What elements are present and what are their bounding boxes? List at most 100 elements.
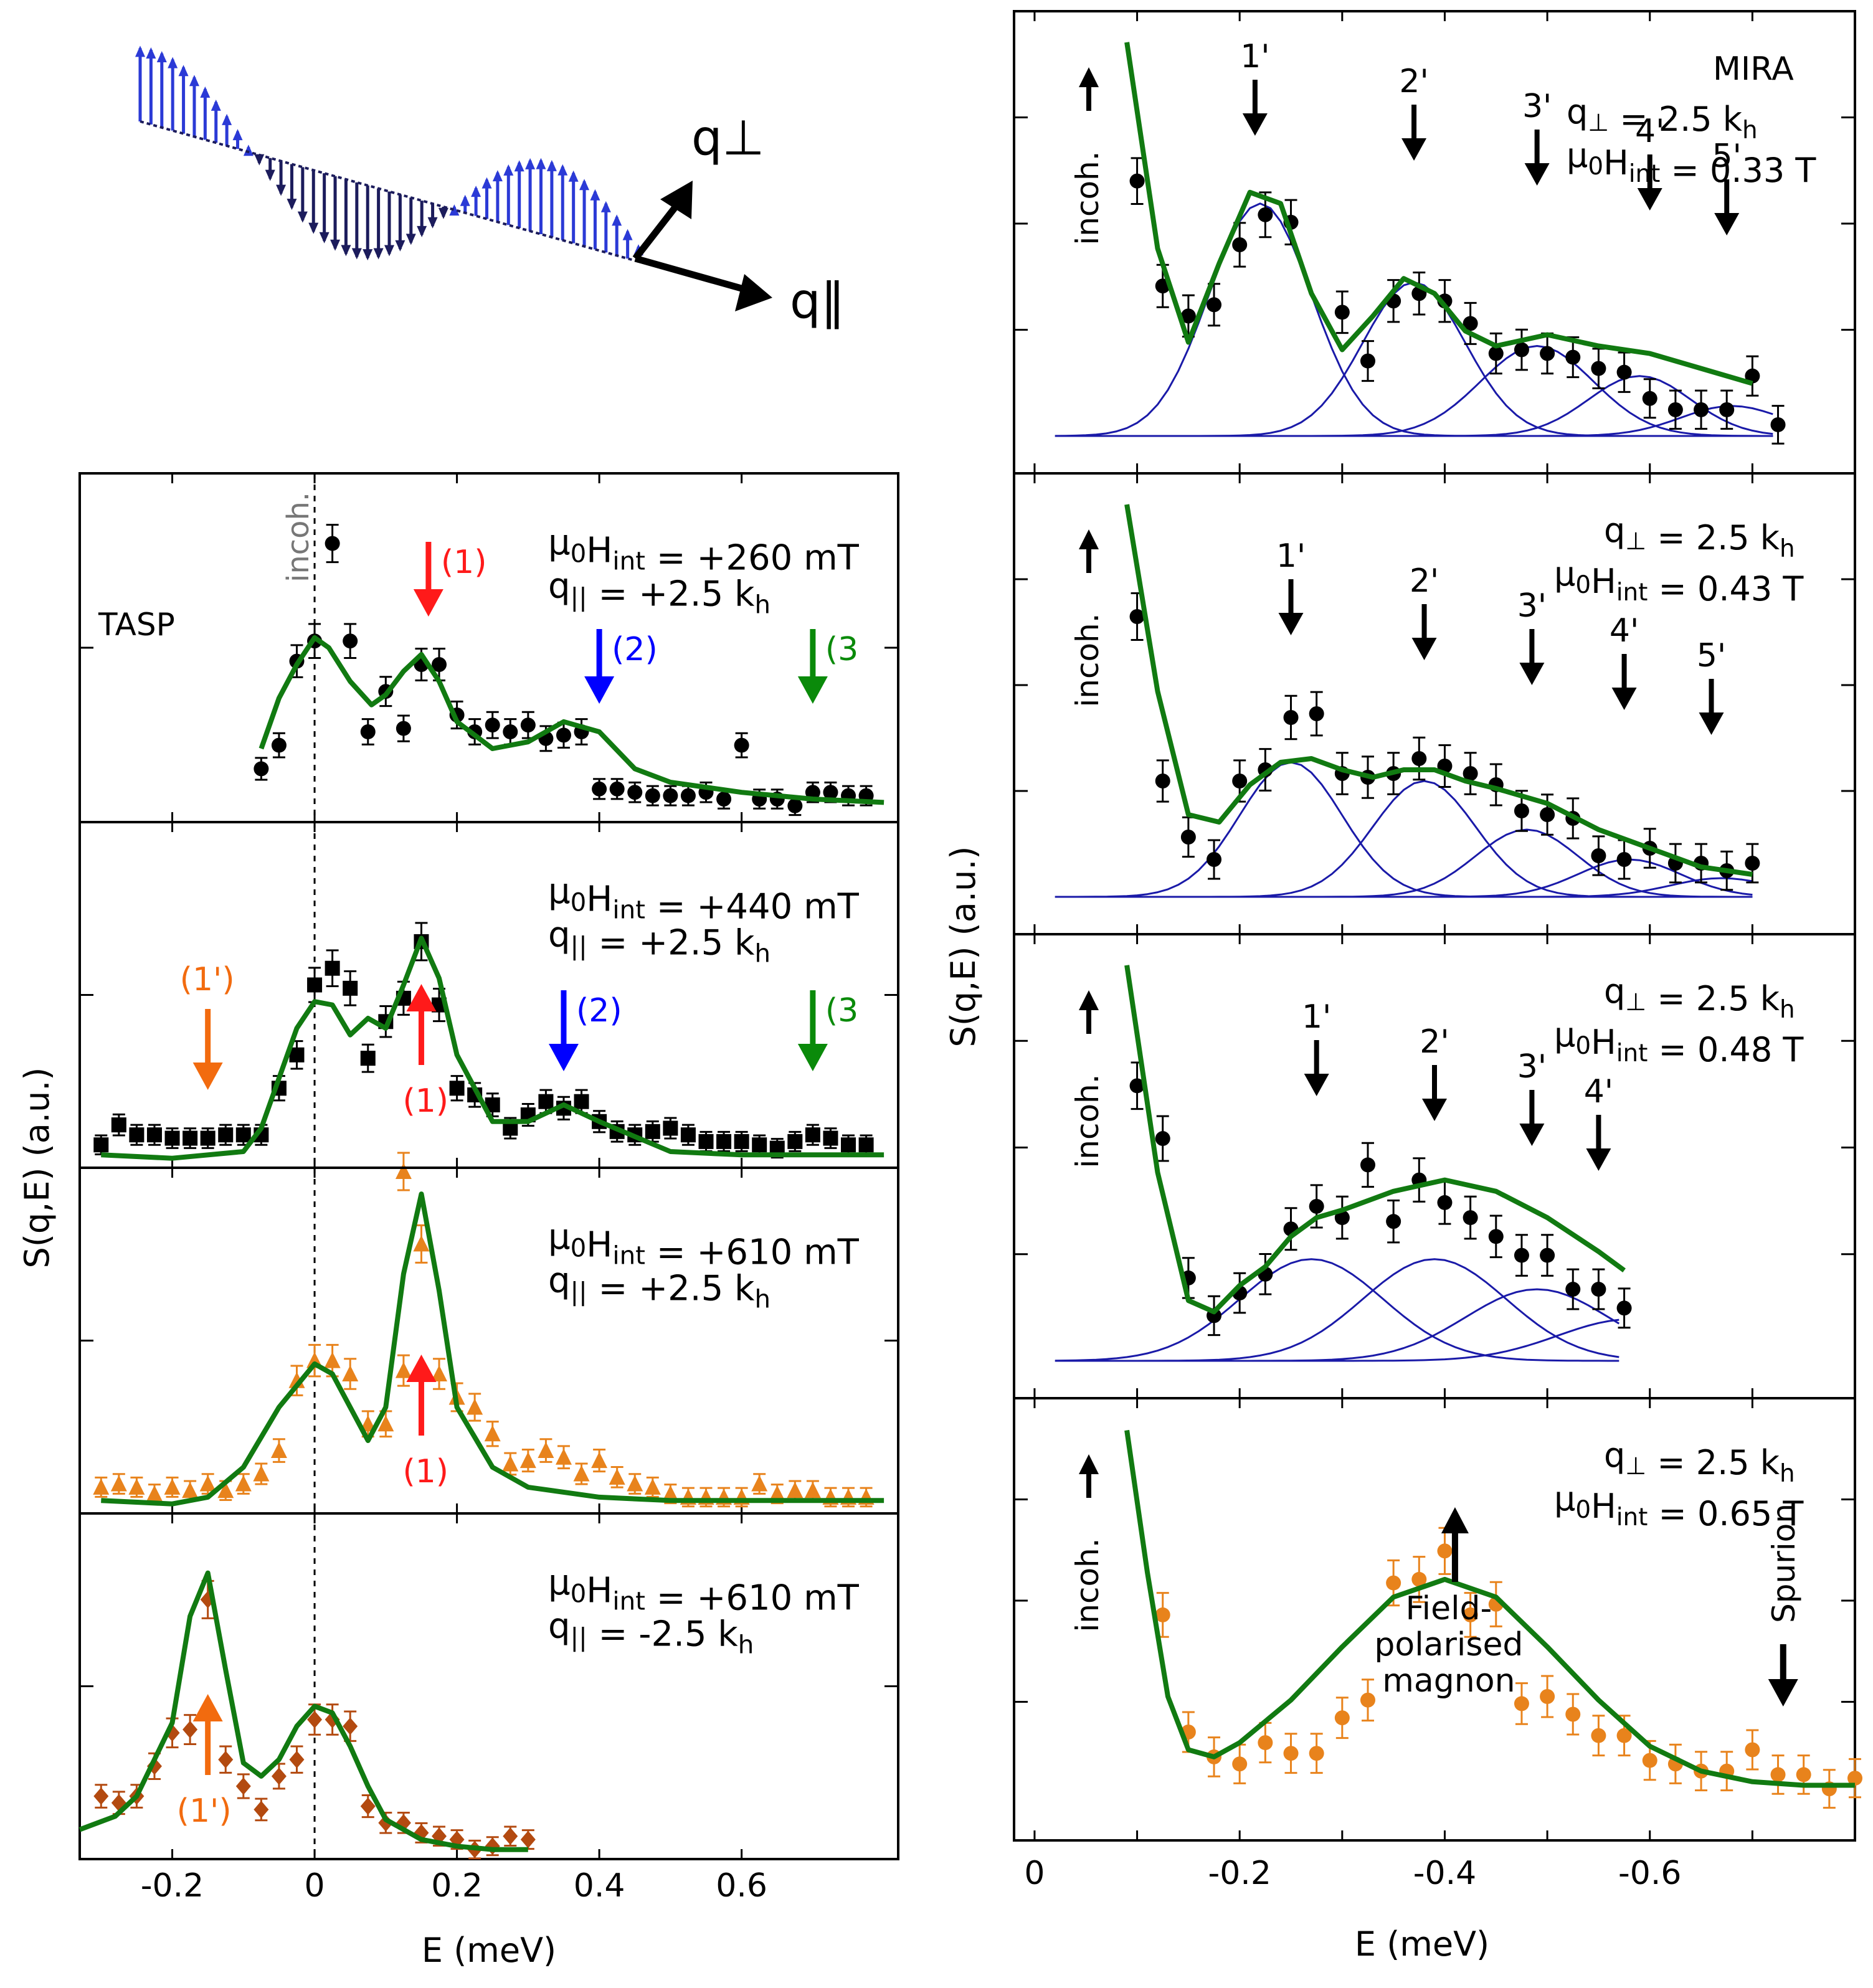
data-point [432, 657, 447, 672]
data-point [538, 1094, 554, 1109]
peak-arrow-head [192, 1694, 223, 1721]
spin-spiral-sketch [135, 45, 643, 263]
spin-arrow-head [319, 232, 330, 244]
data-point [110, 1475, 127, 1492]
q-label: q|| = +2.5 kh [548, 566, 771, 620]
peak-arrow-head [1586, 1148, 1611, 1171]
data-point [360, 1051, 376, 1066]
peak-arrow [205, 1009, 211, 1063]
data-point [485, 1837, 500, 1855]
peak-arrow-label: (3 [825, 992, 858, 1030]
data-point [1258, 1735, 1273, 1751]
data-point [1540, 1689, 1555, 1704]
fit-curve [1124, 504, 1753, 877]
peak-arrow-label: polarised [1374, 1626, 1523, 1664]
peak-arrow-head [1519, 663, 1545, 685]
data-point [1540, 1247, 1555, 1263]
x-axis-label: E (meV) [1355, 1924, 1489, 1964]
data-point [1283, 1746, 1299, 1761]
peak-arrow-label: (2) [576, 992, 622, 1030]
spin-arrow-head [579, 179, 590, 191]
data-point [1488, 1229, 1504, 1244]
data-point [164, 1478, 181, 1495]
data-point [449, 1081, 465, 1096]
peak-arrow [1647, 154, 1653, 188]
tasp-panel-4: μ0Hint = +610 mTq|| = -2.5 kh (1') [78, 1512, 899, 1860]
peak-arrow-head [584, 676, 615, 704]
data-point [645, 788, 660, 803]
data-point [823, 1130, 838, 1146]
data-point [484, 1425, 501, 1442]
data-point [254, 1801, 269, 1819]
fit-component [1055, 202, 1773, 437]
peak-arrow-label: 1' [1302, 998, 1331, 1036]
data-point [164, 1130, 180, 1146]
data-point [359, 1415, 376, 1432]
peak-arrow [810, 990, 816, 1044]
data-point [146, 1127, 162, 1143]
fit-component [1055, 1258, 1619, 1362]
data-point [289, 1047, 305, 1063]
fit-component [1055, 1288, 1620, 1362]
data-point [751, 1475, 768, 1492]
peak-arrow [596, 629, 602, 676]
data-point [503, 1827, 518, 1845]
data-point [1283, 710, 1299, 725]
data-point [271, 1767, 287, 1785]
peak-arrow-head [192, 1063, 223, 1090]
spin-arrow-head [395, 240, 405, 252]
data-point [680, 788, 696, 803]
spin-arrow-head [243, 144, 254, 156]
peak-arrow [561, 990, 567, 1044]
data-point [752, 1137, 767, 1153]
data-point [520, 717, 536, 733]
peak-arrow-label: 1' [1240, 38, 1269, 75]
spin-arrow-head [373, 248, 384, 260]
instrument-label: TASP [98, 607, 175, 643]
spin-arrow-head [427, 217, 438, 229]
data-point [1745, 1742, 1760, 1758]
data-point [1129, 609, 1145, 624]
peak-arrow [1709, 679, 1714, 712]
data-point [1180, 308, 1196, 324]
data-point [841, 1137, 856, 1153]
peak-arrow-head [1519, 1124, 1545, 1146]
data-point [1258, 207, 1273, 222]
data-point [1309, 706, 1324, 721]
spin-arrow-head [481, 177, 492, 189]
peak-arrow [1596, 1115, 1601, 1148]
data-point [1694, 402, 1709, 417]
peak-arrow [1529, 1090, 1535, 1124]
data-point [1437, 1195, 1453, 1210]
data-point [183, 1130, 198, 1146]
data-point [307, 977, 323, 993]
data-point [1334, 1710, 1350, 1726]
tasp-panel-3: μ0Hint = +610 mTq|| = +2.5 kh (1) [78, 1167, 899, 1515]
peak-arrow [425, 542, 432, 589]
data-point [1565, 349, 1581, 365]
data-point [591, 1452, 608, 1469]
peak-arrow-label: 3' [1517, 1048, 1547, 1086]
data-point [1565, 1706, 1581, 1722]
data-point [1360, 353, 1375, 369]
data-point [1745, 368, 1760, 384]
data-point [1770, 1767, 1786, 1782]
spin-arrow-head [438, 207, 448, 219]
data-point [1360, 1692, 1375, 1708]
incoh-arrow [1086, 548, 1091, 573]
spin-arrow-head [492, 170, 503, 182]
panel-frame [1013, 1397, 1856, 1842]
data-point [1334, 1210, 1350, 1226]
peak-arrow-label: 4' [1584, 1073, 1613, 1110]
data-point [858, 1137, 874, 1153]
data-point [663, 788, 678, 803]
x-tick-label: -0.2 [141, 1867, 204, 1905]
data-point [343, 633, 358, 649]
data-point [111, 1117, 126, 1133]
peak-arrow [810, 629, 816, 676]
data-point [644, 1478, 661, 1495]
incoh-arrow-head [1079, 67, 1099, 87]
peak-arrow-head [797, 1044, 828, 1071]
q-label: q|| = +2.5 kh [548, 1261, 771, 1314]
